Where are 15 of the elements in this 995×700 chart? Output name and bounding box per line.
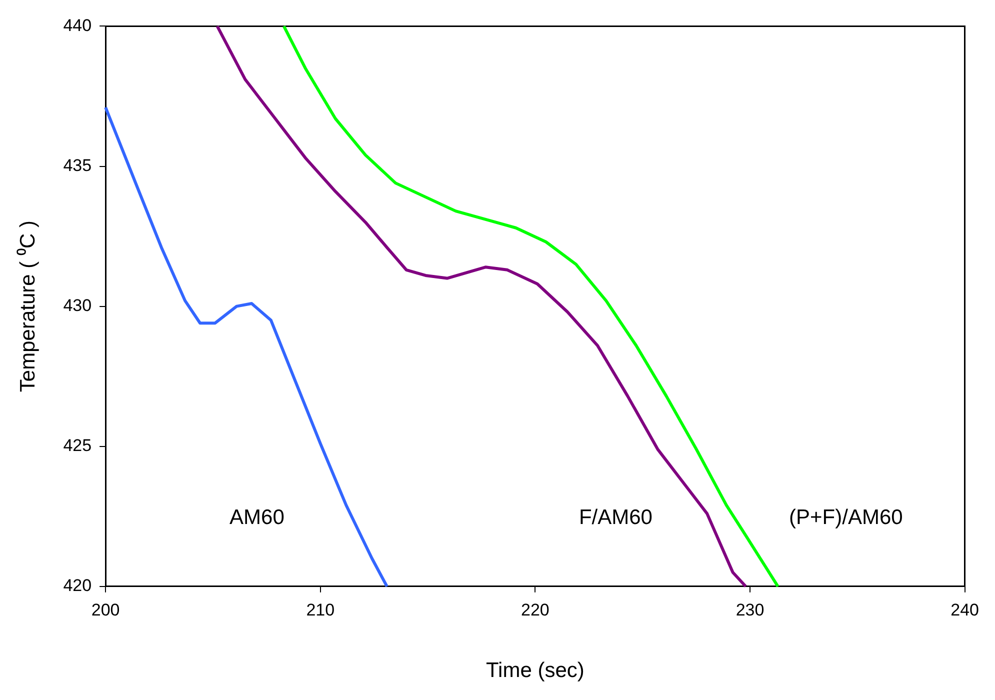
- x-tick-label: 230: [736, 600, 764, 620]
- y-tick-label: 435: [63, 156, 92, 175]
- x-tick-label: 240: [950, 600, 980, 620]
- y-tick-label: 430: [63, 296, 92, 315]
- y-tick-label: 420: [63, 576, 92, 596]
- series-label: (P+F)/AM60: [789, 506, 903, 530]
- text: AM60: [230, 506, 284, 530]
- x-tick-label: 200: [91, 600, 120, 620]
- y-axis-title: Temperature ( ⁰C ): [16, 220, 40, 392]
- x-tick-label: 220: [521, 600, 550, 620]
- x-axis-title: Time (sec): [486, 659, 584, 682]
- y-tick-label: 425: [63, 436, 92, 456]
- x-tick-label: 210: [306, 600, 335, 620]
- series-label: F/AM60: [578, 506, 652, 530]
- y-tick-label: 440: [63, 16, 92, 35]
